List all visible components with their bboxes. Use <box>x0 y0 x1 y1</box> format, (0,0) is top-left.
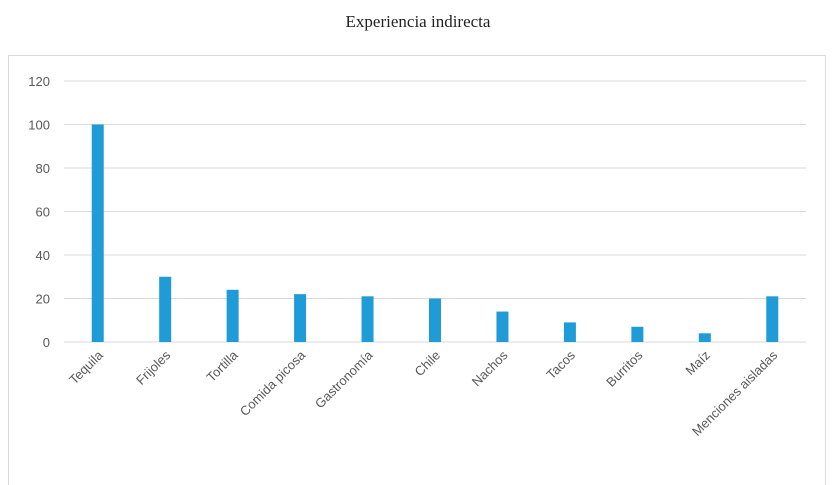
y-tick-label: 60 <box>36 205 50 220</box>
y-tick-label: 80 <box>36 161 50 176</box>
bar <box>91 124 104 342</box>
x-tick-label: Maíz <box>682 348 713 379</box>
x-tick-label: Tequila <box>66 347 106 387</box>
bar <box>496 311 509 342</box>
x-tick-label: Comida picosa <box>237 347 309 419</box>
bar <box>631 326 644 342</box>
x-tick-label: Chile <box>412 348 444 380</box>
y-tick-label: 100 <box>28 118 50 133</box>
y-tick-label: 120 <box>28 74 50 89</box>
x-tick-label: Nachos <box>469 347 511 389</box>
bars <box>91 124 779 342</box>
bar <box>159 276 172 342</box>
x-tick-label: Tacos <box>543 347 578 382</box>
bar <box>766 296 779 342</box>
bar <box>294 294 307 342</box>
chart-frame <box>8 55 826 485</box>
x-tick-label: Frijoles <box>133 347 174 388</box>
bar <box>698 333 711 342</box>
y-tick-label: 40 <box>36 248 50 263</box>
x-tick-label: Burritos <box>603 347 646 390</box>
bar <box>226 289 239 342</box>
chart-title: Experiencia indirecta <box>345 12 491 31</box>
x-tick-label: Gastronomía <box>312 347 376 411</box>
bar <box>429 298 441 342</box>
bar <box>563 322 576 342</box>
x-tick-label: Tortilla <box>204 347 242 385</box>
bar <box>361 296 374 342</box>
y-axis-ticks: 0 20 40 60 80 100 120 <box>28 74 50 350</box>
y-tick-label: 20 <box>36 292 50 307</box>
y-tick-label: 0 <box>43 335 50 350</box>
